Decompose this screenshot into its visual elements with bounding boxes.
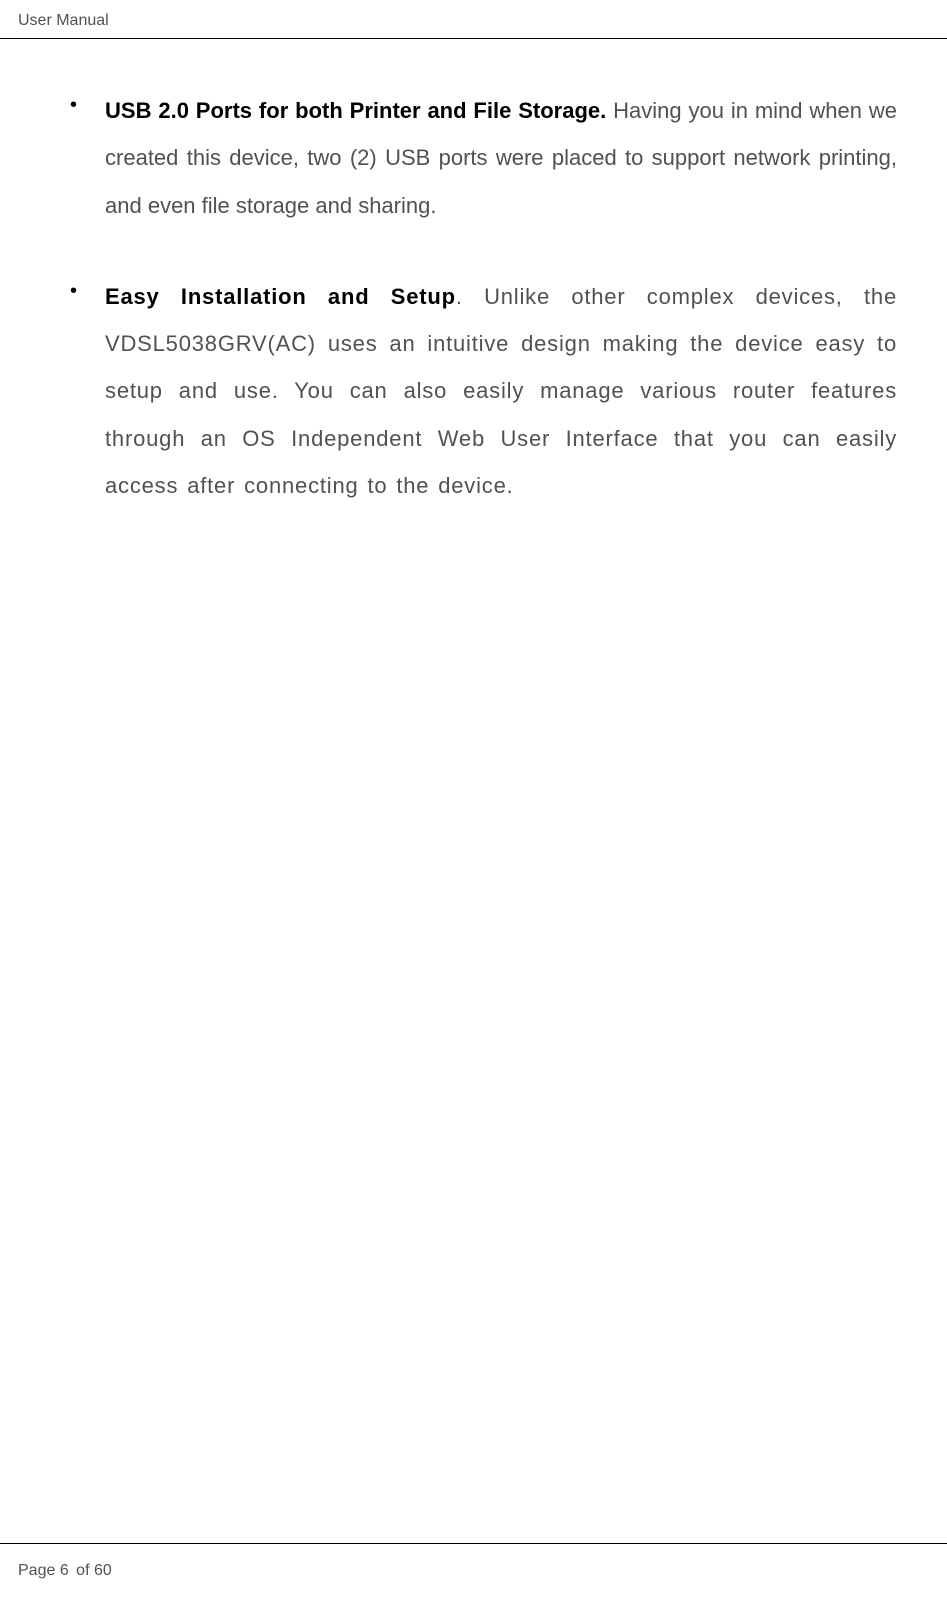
bullet-body-text: . Unlike other complex devices, the VDSL… (105, 284, 897, 498)
footer-total-pages: 60 (94, 1562, 112, 1579)
bullet-title: USB 2.0 Ports for both Printer and File … (105, 98, 606, 123)
bullet-marker: • (70, 273, 77, 509)
bullet-item: • USB 2.0 Ports for both Printer and Fil… (70, 87, 897, 229)
bullet-marker: • (70, 87, 77, 229)
bullet-content: Easy Installation and Setup. Unlike othe… (105, 273, 897, 509)
footer-page-number: 6 (60, 1562, 69, 1579)
bullet-paragraph: Easy Installation and Setup. Unlike othe… (105, 273, 897, 509)
page-footer: Page 6 of 60 (0, 1543, 947, 1598)
bullet-paragraph: USB 2.0 Ports for both Printer and File … (105, 87, 897, 229)
footer-page-label: Page (18, 1562, 55, 1579)
page-content: • USB 2.0 Ports for both Printer and Fil… (0, 39, 947, 509)
bullet-content: USB 2.0 Ports for both Printer and File … (105, 87, 897, 229)
header-title: User Manual (18, 12, 109, 29)
bullet-title: Easy Installation and Setup (105, 284, 456, 309)
page-header: User Manual (0, 0, 947, 39)
footer-of-label: of (72, 1562, 94, 1579)
bullet-item: • Easy Installation and Setup. Unlike ot… (70, 273, 897, 509)
